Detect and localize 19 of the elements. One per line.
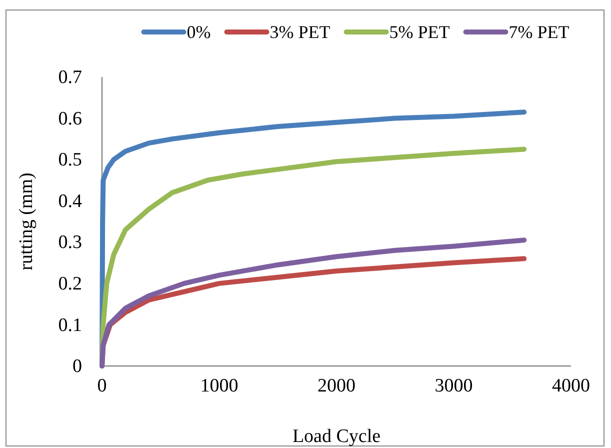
y-tick-label: 0.1: [58, 314, 82, 336]
y-axis-title: rutting (mm): [16, 172, 37, 270]
x-tick-label: 2000: [318, 375, 356, 396]
legend-label: 5% PET: [389, 22, 450, 42]
x-tick-label: 0: [97, 375, 107, 396]
x-tick-label: 3000: [434, 375, 473, 396]
y-tick-label: 0.7: [58, 67, 82, 88]
y-tick-label: 0.4: [58, 190, 82, 212]
x-tick-label: 4000: [552, 375, 590, 396]
y-tick-label: 0.3: [58, 232, 82, 254]
legend-label: 0%: [186, 22, 211, 42]
x-tick-label: 1000: [200, 375, 238, 396]
x-axis-title: Load Cycle: [292, 426, 381, 447]
legend-label: 7% PET: [508, 22, 570, 42]
y-tick-label: 0: [72, 356, 82, 378]
legend-label: 3% PET: [270, 22, 330, 42]
y-tick-label: 0.6: [58, 108, 82, 130]
y-tick-label: 0.5: [58, 150, 82, 171]
y-tick-label: 0.2: [58, 274, 82, 295]
